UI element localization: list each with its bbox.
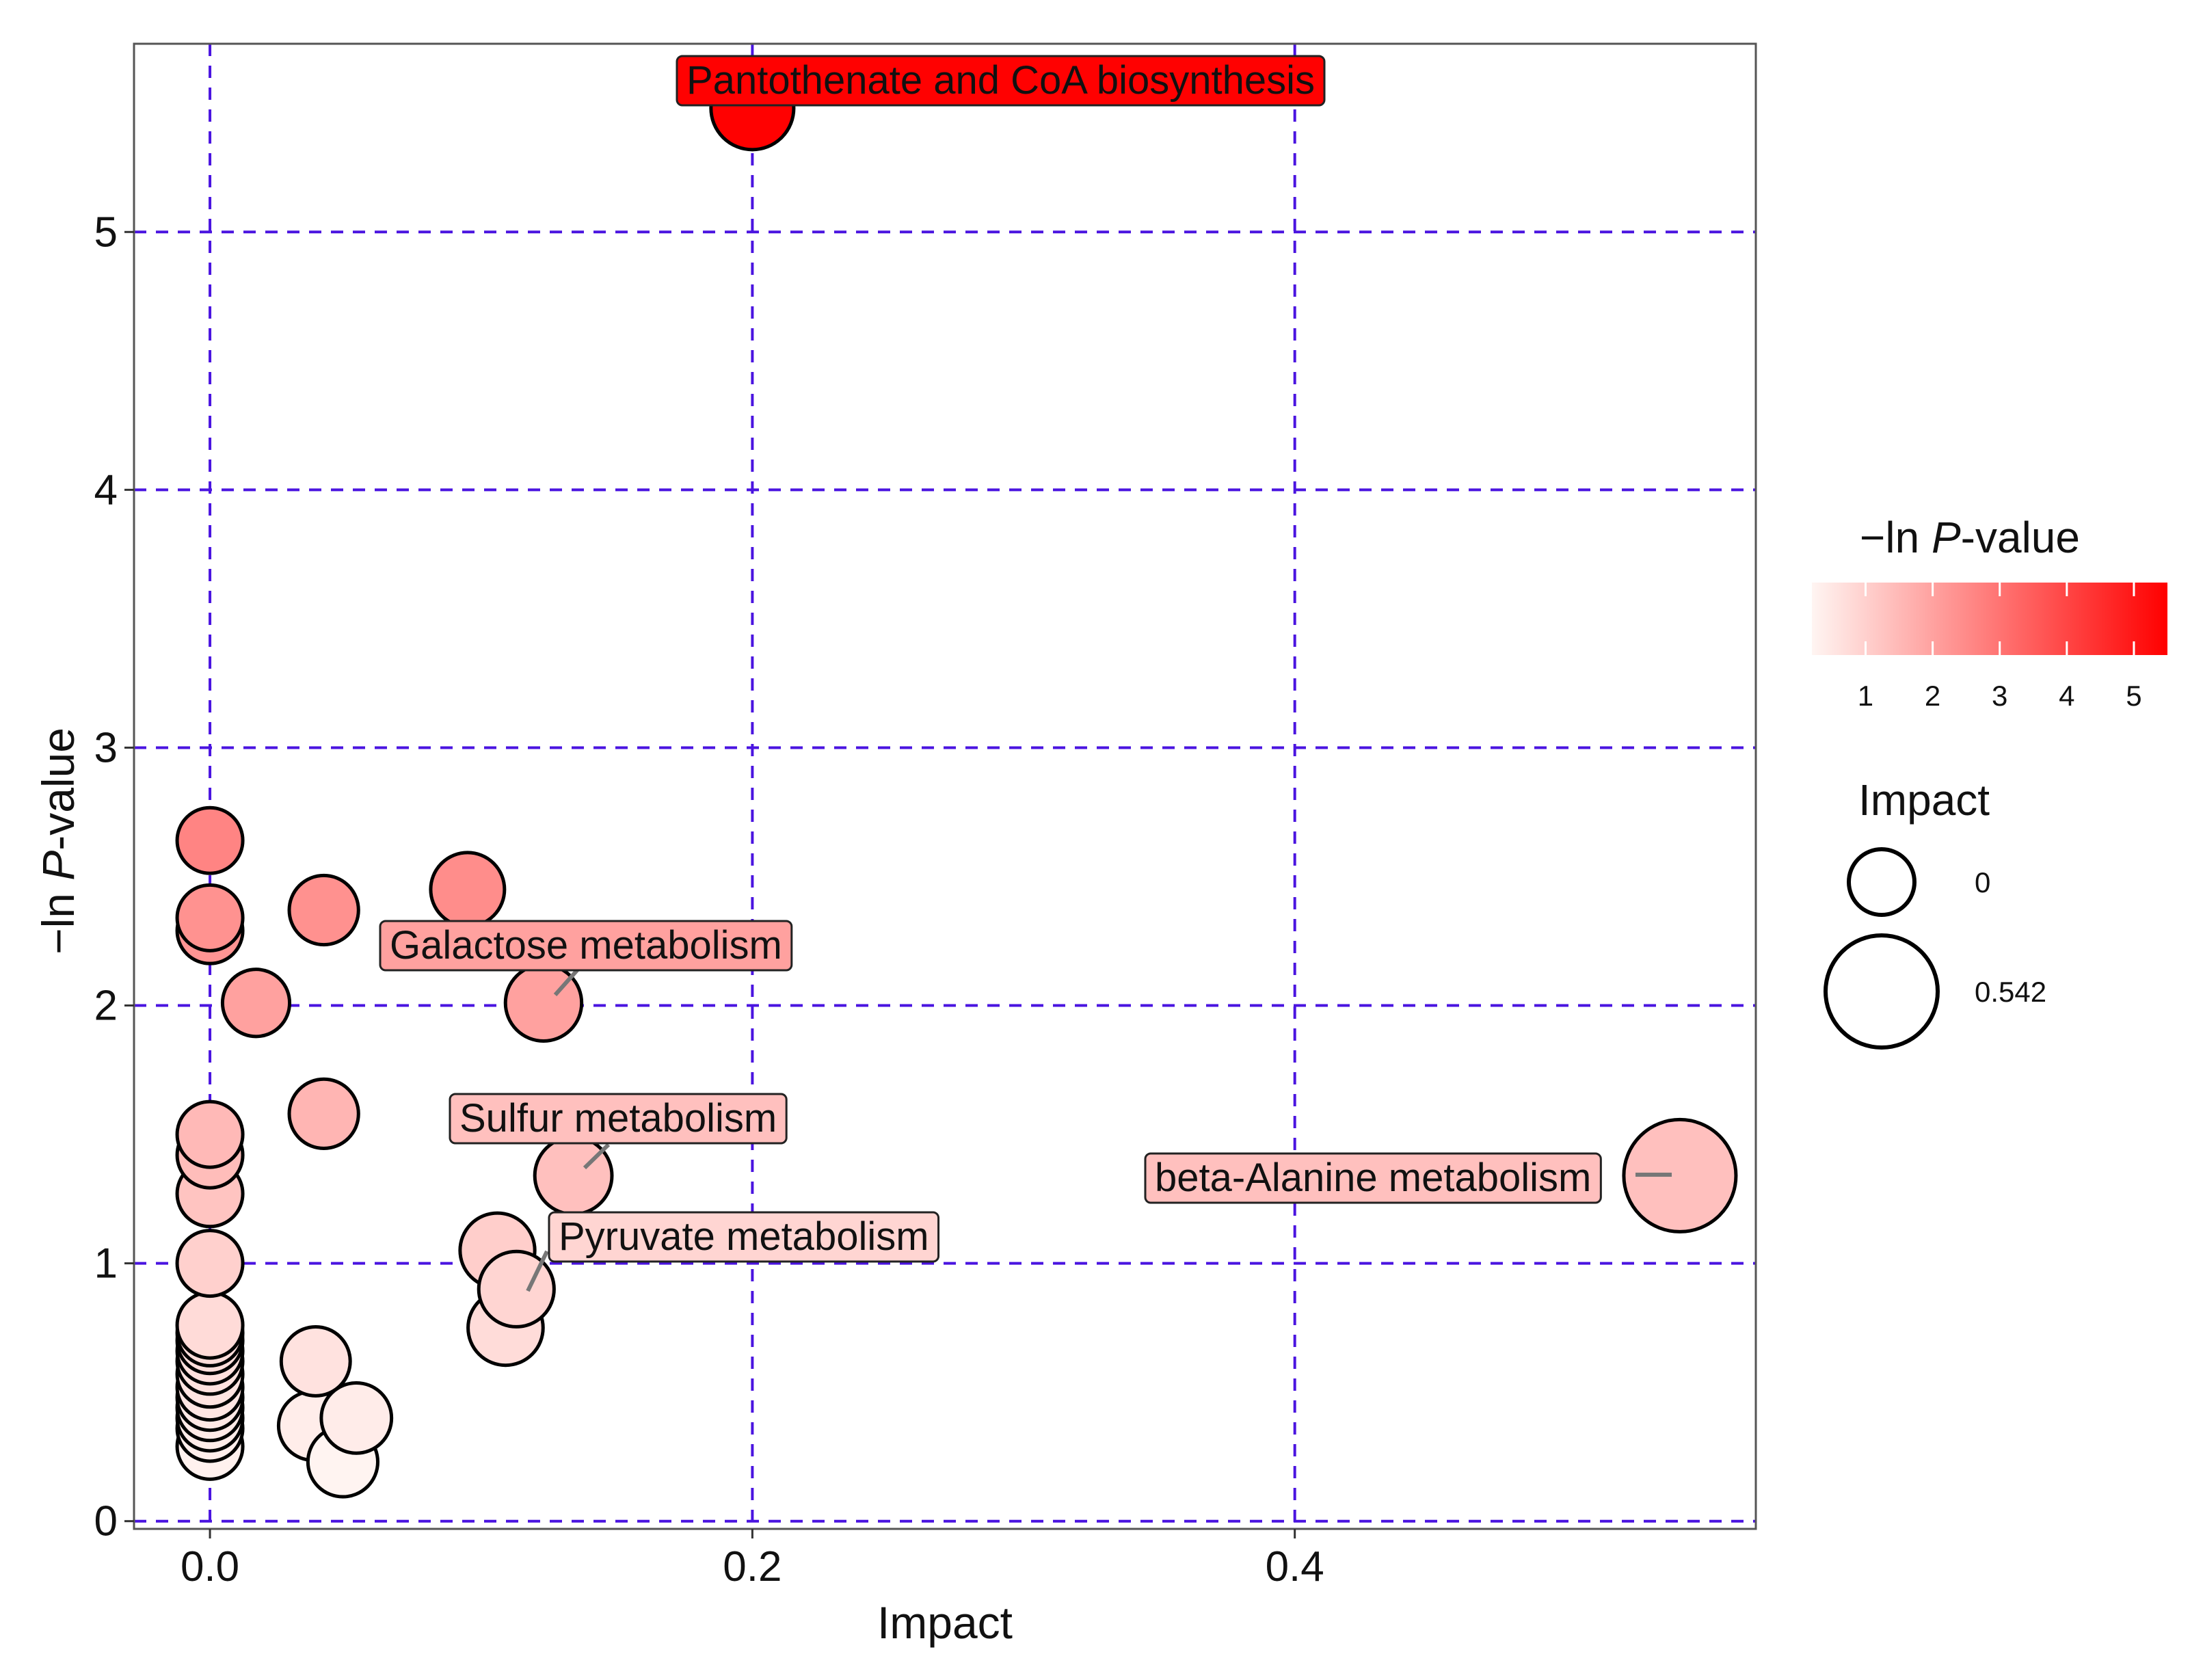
callout-label: Sulfur metabolism — [459, 1096, 777, 1141]
y-tick-label: 4 — [94, 466, 118, 514]
color-legend-tick-label: 5 — [2126, 680, 2141, 712]
y-axis-title: −ln P-value — [33, 728, 83, 955]
data-point — [175, 1229, 245, 1298]
y-axis-title-suffix: -value — [33, 728, 83, 851]
plot-frame — [133, 42, 1757, 1530]
callout-label: Galactose metabolism — [390, 923, 782, 968]
color-legend-tick-label: 4 — [2059, 680, 2074, 712]
color-legend-bar — [1812, 583, 2167, 655]
x-axis-title: Impact — [877, 1597, 1013, 1648]
size-legend-label: 0 — [1975, 866, 1990, 898]
callout-box — [379, 920, 793, 972]
size-legend-circle — [1847, 847, 1917, 917]
point-callout: Galactose metabolism — [379, 920, 793, 996]
x-tick-label: 0.0 — [181, 1543, 239, 1590]
data-points — [175, 65, 1738, 1499]
color-legend-title-p: P — [1932, 513, 1961, 562]
x-tick-label: 0.2 — [723, 1543, 782, 1590]
data-point — [220, 968, 292, 1039]
callout-leader — [553, 968, 580, 996]
callout-box — [548, 1211, 940, 1263]
data-point — [287, 873, 360, 947]
size-legend-circle — [1824, 933, 1940, 1050]
y-axis-title-prefix: −ln — [33, 881, 83, 955]
color-legend-title-prefix: −ln — [1860, 513, 1932, 562]
callout-box — [1144, 1152, 1602, 1204]
y-tick-label: 5 — [94, 209, 118, 256]
color-legend-tick-label: 2 — [1925, 680, 1940, 712]
point-callout: beta-Alanine metabolism — [1144, 1152, 1672, 1204]
callout-leader — [583, 1143, 611, 1170]
size-legend-title: Impact — [1858, 775, 1990, 825]
color-legend-tick-label: 3 — [1992, 680, 2007, 712]
data-point — [279, 1324, 352, 1398]
y-tick-label: 1 — [94, 1240, 118, 1288]
callout-leader — [526, 1250, 549, 1292]
data-point — [287, 1077, 360, 1151]
y-tick-label: 2 — [94, 983, 118, 1030]
data-point — [319, 1381, 394, 1455]
point-callout: Pyruvate metabolism — [526, 1211, 940, 1292]
color-legend-title-suffix: -value — [1961, 513, 2080, 562]
data-point — [533, 1135, 614, 1216]
callout-box — [449, 1093, 788, 1145]
callout-label: Pantothenate and CoA biosynthesis — [686, 58, 1315, 103]
callout-box — [676, 55, 1326, 107]
data-point — [175, 1290, 245, 1360]
axes: 0 1 2 3 4 5 0.0 0.2 0.4 — [94, 209, 1324, 1590]
y-tick-label: 0 — [94, 1498, 118, 1545]
data-point — [477, 1249, 556, 1329]
x-tick-label: 0.4 — [1266, 1543, 1324, 1590]
size-legend-label: 0.542 — [1975, 976, 2046, 1008]
point-callout: Sulfur metabolism — [449, 1093, 788, 1170]
data-point — [175, 1099, 245, 1169]
data-point — [1622, 1117, 1738, 1234]
color-legend-title: −ln P-value — [1860, 513, 2080, 562]
legend: −ln P-value 1 2 3 4 5 Impact 0 0.542 — [1812, 513, 2167, 1050]
callout-label: Pyruvate metabolism — [559, 1214, 929, 1259]
grid-lines — [134, 44, 1756, 1529]
color-legend-tick-label: 1 — [1858, 680, 1873, 712]
size-legend-entries: 0 0.542 — [1824, 847, 2046, 1050]
data-point — [175, 883, 245, 952]
y-tick-label: 3 — [94, 724, 118, 771]
color-legend-ticks: 1 2 3 4 5 — [1858, 583, 2142, 712]
point-callouts: Pantothenate and CoA biosynthesis Galacto… — [379, 55, 1672, 1292]
y-axis-title-p: P — [33, 851, 83, 881]
data-point — [175, 805, 245, 875]
callout-label: beta-Alanine metabolism — [1155, 1156, 1591, 1200]
data-point — [429, 851, 507, 929]
point-callout: Pantothenate and CoA biosynthesis — [676, 55, 1326, 107]
